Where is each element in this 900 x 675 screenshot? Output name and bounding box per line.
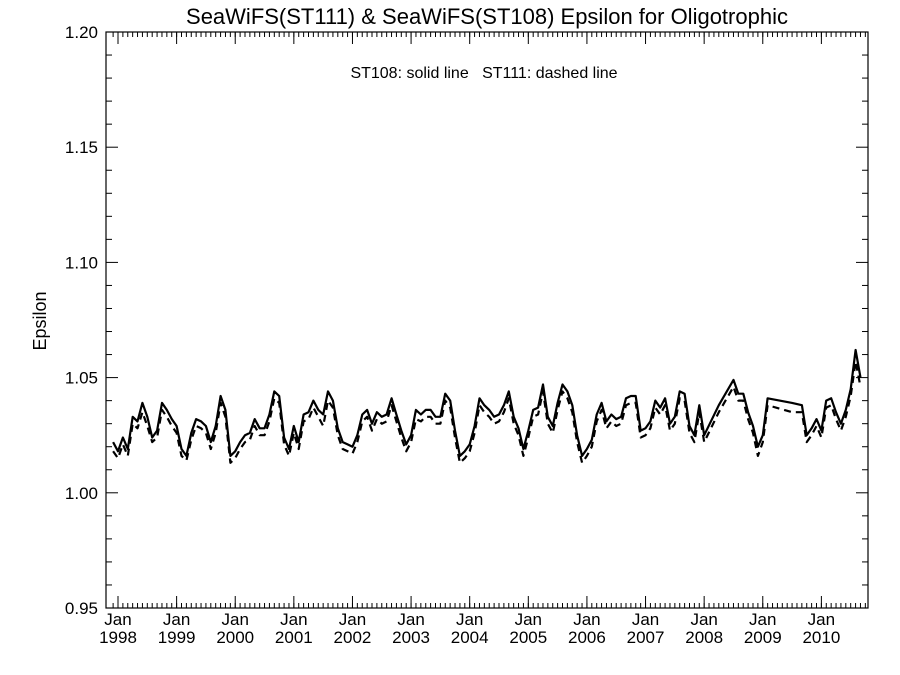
- x-tick-year-label: 2004: [451, 628, 489, 647]
- x-tick-year-label: 2010: [802, 628, 840, 647]
- x-tick-month-label: Jan: [515, 610, 542, 629]
- x-tick-month-label: Jan: [573, 610, 600, 629]
- y-tick-label: 1.10: [65, 253, 98, 272]
- y-tick-label: 0.95: [65, 599, 98, 618]
- x-tick-month-label: Jan: [632, 610, 659, 629]
- x-tick-year-label: 2003: [392, 628, 430, 647]
- x-tick-year-label: 2009: [744, 628, 782, 647]
- series-layer: [112, 348, 862, 464]
- x-tick-year-label: 2002: [334, 628, 372, 647]
- chart-title: SeaWiFS(ST111) & SeaWiFS(ST108) Epsilon …: [186, 4, 788, 29]
- x-tick-year-label: 2007: [627, 628, 665, 647]
- chart-annotation: ST108: solid line ST111: dashed line: [350, 65, 617, 82]
- x-tick-year-label: 1999: [158, 628, 196, 647]
- x-tick-year-label: 2008: [685, 628, 723, 647]
- x-tick-month-label: Jan: [280, 610, 307, 629]
- series-line-st108: [112, 348, 862, 457]
- x-tick-month-label: Jan: [397, 610, 424, 629]
- x-tick-month-label: Jan: [163, 610, 190, 629]
- x-tick-year-label: 1998: [99, 628, 137, 647]
- axis-layer: 0.951.001.051.101.151.20Jan1998Jan1999Ja…: [65, 23, 868, 647]
- x-tick-year-label: 2006: [568, 628, 606, 647]
- x-tick-month-label: Jan: [456, 610, 483, 629]
- series-line-st111: [112, 360, 862, 464]
- x-tick-year-label: 2005: [509, 628, 547, 647]
- y-tick-label: 1.00: [65, 484, 98, 503]
- y-tick-label: 1.20: [65, 23, 98, 42]
- x-tick-month-label: Jan: [104, 610, 131, 629]
- y-tick-label: 1.15: [65, 138, 98, 157]
- x-tick-month-label: Jan: [749, 610, 776, 629]
- y-tick-label: 1.05: [65, 369, 98, 388]
- y-axis-label: Epsilon: [30, 291, 50, 350]
- x-tick-month-label: Jan: [808, 610, 835, 629]
- x-tick-year-label: 2001: [275, 628, 313, 647]
- plot-frame: [105, 31, 869, 609]
- x-tick-month-label: Jan: [339, 610, 366, 629]
- x-tick-month-label: Jan: [690, 610, 717, 629]
- x-tick-month-label: Jan: [222, 610, 249, 629]
- x-tick-year-label: 2000: [216, 628, 254, 647]
